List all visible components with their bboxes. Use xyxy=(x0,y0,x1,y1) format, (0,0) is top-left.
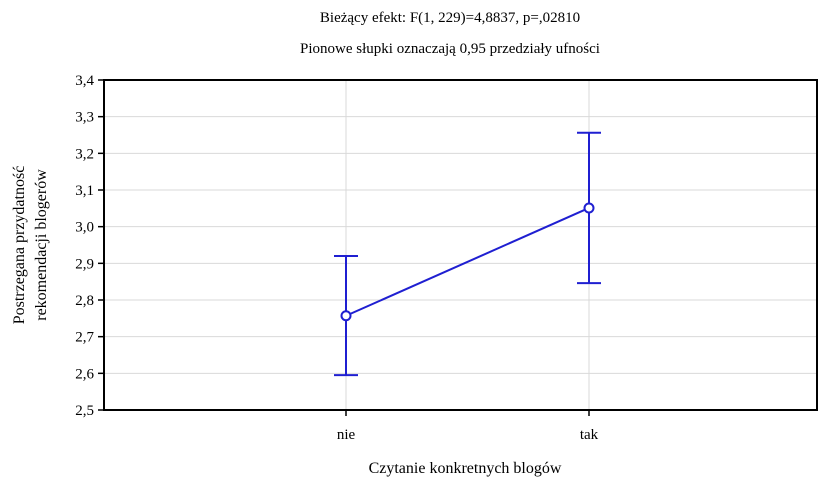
chart-title: Bieżący efekt: F(1, 229)=4,8837, p=,0281… xyxy=(320,10,580,26)
plot-frame xyxy=(103,79,818,411)
mean-point-tak xyxy=(583,202,595,214)
chart-subtitle: Pionowe słupki oznaczają 0,95 przedziały… xyxy=(300,41,600,57)
x-tick-label-nie: nie xyxy=(337,427,356,443)
y-tick-label: 3,4 xyxy=(75,73,94,89)
x-axis-title: Czytanie konkretnych blogów xyxy=(369,460,562,477)
y-axis-ticks: 2,5 2,6 2,7 2,8 2,9 3,0 3,1 3,2 3,3 3,4 xyxy=(75,73,104,419)
y-tick-label: 3,3 xyxy=(75,110,94,126)
y-tick-label: 3,1 xyxy=(75,183,94,199)
y-tick-label: 2,9 xyxy=(75,256,94,272)
y-tick-label: 3,2 xyxy=(75,146,94,162)
mean-line xyxy=(345,207,590,317)
y-axis-title-line-1: Postrzegana przydatność xyxy=(11,166,28,325)
y-tick-label: 2,8 xyxy=(75,293,94,309)
y-tick-label: 3,0 xyxy=(75,220,94,236)
grid-lines xyxy=(104,80,817,410)
y-axis-title-line-2: rekomendacji blogerów xyxy=(33,169,50,321)
y-tick-label: 2,6 xyxy=(75,366,94,382)
y-tick-label: 2,5 xyxy=(75,403,94,419)
series-group xyxy=(334,131,601,377)
x-tick-label-tak: tak xyxy=(580,427,599,443)
x-axis-ticks: nie tak xyxy=(337,410,599,443)
mean-point-nie xyxy=(340,310,352,322)
y-axis-title: Postrzegana przydatność rekomendacji blo… xyxy=(11,166,50,325)
y-tick-label: 2,7 xyxy=(75,330,94,346)
